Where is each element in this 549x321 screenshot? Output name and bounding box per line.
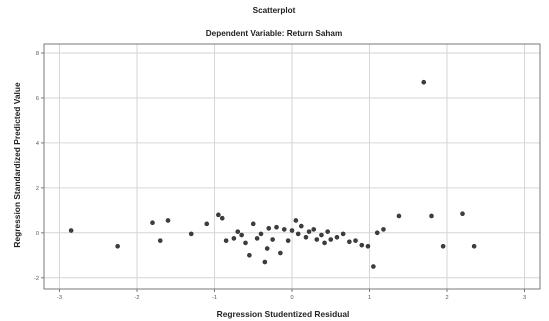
y-tick-label: 4: [36, 141, 39, 147]
scatter-point: [429, 213, 434, 219]
scatter-point: [258, 231, 264, 237]
scatter-point: [274, 224, 279, 230]
scatter-point: [68, 228, 74, 233]
x-tick-label: 1: [368, 295, 371, 301]
scatter-point: [219, 215, 225, 221]
scatter-point: [347, 239, 352, 245]
scatter-point: [250, 221, 256, 227]
scatter-point: [325, 229, 330, 234]
y-tick-label: 2: [36, 186, 39, 192]
scatter-point: [374, 230, 380, 236]
scatter-point: [381, 227, 386, 232]
scatter-point: [314, 237, 320, 242]
x-tick-label: -3: [57, 295, 62, 301]
scatter-point: [264, 246, 270, 251]
y-tick-label: 0: [36, 231, 39, 237]
chart-title: Scatterplot: [253, 6, 296, 15]
y-axis-title: Regression Standardized Predicted Value: [12, 82, 22, 248]
scatter-point: [396, 213, 402, 219]
y-tick-label: 6: [36, 96, 39, 102]
scatter-point: [322, 240, 327, 246]
scatter-point: [165, 218, 171, 223]
scatter-point: [223, 238, 229, 243]
scatter-point: [340, 231, 346, 237]
scatter-point: [306, 229, 312, 234]
scatter-point: [440, 243, 446, 249]
scatter-point: [235, 229, 241, 234]
scatter-point: [460, 211, 465, 217]
scatter-point: [471, 243, 477, 249]
x-tick-label: 0: [290, 295, 293, 301]
scatter-point: [365, 243, 371, 249]
scatter-point: [278, 250, 283, 256]
x-tick-label: -1: [212, 295, 217, 301]
x-tick-label: 3: [523, 295, 526, 301]
scatter-point: [353, 238, 358, 243]
scatter-point: [231, 236, 237, 241]
scatter-point: [266, 226, 272, 231]
scatter-point: [334, 235, 340, 240]
scatter-point: [262, 259, 268, 265]
y-tick-label: 8: [36, 51, 39, 57]
plot-area: -3 -2 -1 0 1 2 3 -2 0 2 4 6 8: [34, 43, 541, 301]
scatter-point: [311, 227, 317, 232]
scatter-point: [319, 232, 324, 238]
scatter-point: [239, 232, 244, 238]
x-tick-label: -2: [135, 295, 140, 301]
scatter-point: [421, 79, 427, 85]
scatter-point: [157, 238, 163, 243]
scatter-point: [281, 227, 287, 232]
x-axis-title: Regression Studentized Residual: [217, 309, 350, 319]
chart-subtitle: Dependent Variable: Return Saham: [206, 29, 343, 38]
scatter-point: [303, 235, 309, 240]
scatter-point: [328, 237, 334, 242]
scatter-point: [270, 237, 275, 242]
scatter-point: [204, 221, 210, 227]
scatter-point: [188, 231, 194, 237]
scatter-point: [359, 242, 365, 248]
scatter-point: [150, 220, 155, 225]
scatter-point: [293, 218, 299, 223]
scatter-point: [216, 212, 221, 218]
scatter-point: [295, 231, 301, 237]
x-tick-label: 2: [445, 295, 448, 301]
scatter-point: [289, 228, 295, 233]
scatter-point: [371, 264, 376, 269]
scatter-point: [254, 236, 260, 241]
y-tick-label: -2: [34, 276, 39, 282]
scatter-point: [247, 252, 252, 258]
scatter-point: [115, 243, 120, 249]
scatter-point: [243, 240, 248, 246]
scatter-point: [285, 238, 291, 243]
scatter-point: [298, 223, 304, 229]
